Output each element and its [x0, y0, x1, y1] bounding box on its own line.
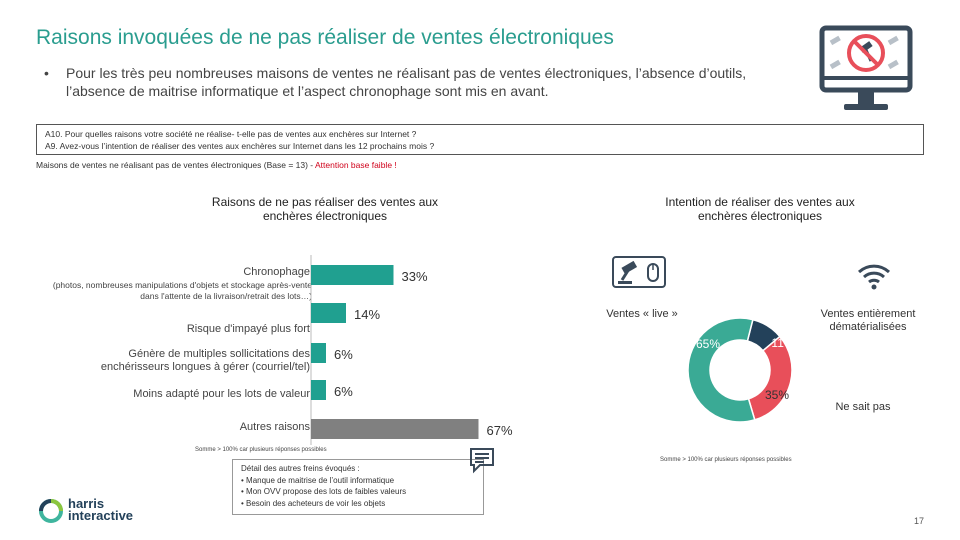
bar-1: [311, 303, 346, 323]
bar-chart: 33% 14% 6% 6% 67%: [310, 255, 513, 445]
monitor-no-gavel-icon: [819, 25, 913, 110]
base-description: Maisons de ventes ne réalisant pas de ve…: [36, 160, 397, 170]
bar-value-label: 6%: [334, 347, 353, 362]
detail-item: • Besoin des acheteurs de voir les objet…: [241, 498, 386, 508]
page-title: Raisons invoquées de ne pas réaliser de …: [36, 26, 614, 49]
bar-value-label: 14%: [354, 307, 380, 322]
harris-logo-icon: [39, 499, 63, 523]
bar-label-chronophage: Chronophage: [243, 266, 310, 278]
bar-sublabel-chronophage: (photos, nombreuses manipulations d'obje…: [52, 280, 312, 301]
detail-item: • Mon OVV propose des lots de faibles va…: [241, 487, 407, 496]
bar-chart-note: Somme > 100% car plusieurs réponses poss…: [195, 447, 327, 453]
donut-slice-0: [687, 317, 756, 423]
donut-value-label: 35%: [765, 388, 789, 402]
bar-label-impaye: Risque d'impayé plus fort: [186, 323, 310, 335]
donut-chart: 65% 11% 35%: [687, 317, 795, 423]
detail-title: Détail des autres freins évoqués :: [241, 464, 360, 473]
other-reasons-detail-box: Détail des autres freins évoqués : • Man…: [232, 459, 484, 515]
bar-chart-title: Raisons de ne pas réaliser des ventes au…: [211, 195, 439, 223]
bullet-dot: •: [44, 65, 49, 81]
bar-value-label: 33%: [402, 269, 428, 284]
donut-chart-note: Somme > 100% car plusieurs réponses poss…: [660, 457, 792, 463]
bar-value-label: 67%: [487, 423, 513, 438]
donut-label-dematerialisees: Ventes entièrement dématérialisées: [820, 308, 916, 333]
donut-value-label: 11%: [771, 336, 794, 350]
summary-text: Pour les très peu nombreuses maisons de …: [66, 65, 747, 99]
donut-chart-title: Intention de réaliser des ventes aux enc…: [665, 195, 855, 223]
bar-3: [311, 380, 326, 400]
detail-item: • Manque de maitrise de l’outil informat…: [241, 475, 395, 485]
question-line-1: A10. Pour quelles raisons votre société …: [45, 129, 417, 139]
donut-label-live: Ventes « live »: [606, 308, 678, 320]
bar-label-lots-valeur: Moins adapté pour les lots de valeur: [133, 388, 310, 400]
wifi-icon: [857, 264, 891, 290]
page-number: 17: [913, 516, 924, 526]
gavel-mouse-icon: [612, 256, 666, 288]
logo-text: harris interactive: [68, 496, 134, 523]
bar-0: [311, 265, 394, 285]
logo-line-2: interactive: [68, 508, 134, 523]
donut-label-ne-sait-pas: Ne sait pas: [835, 401, 891, 413]
chat-icon: [470, 448, 494, 474]
bar-2: [311, 343, 326, 363]
summary-bullet: • Pour les très peu nombreuses maisons d…: [44, 64, 804, 100]
base-text: Maisons de ventes ne réalisant pas de ve…: [36, 160, 316, 170]
logo-line-1: harris: [68, 496, 105, 511]
question-line-2: A9. Avez-vous l’intention de réaliser de…: [45, 141, 435, 151]
question-box: A10. Pour quelles raisons votre société …: [36, 124, 924, 155]
bar-value-label: 6%: [334, 384, 353, 399]
bar-label-autres: Autres raisons: [239, 421, 310, 433]
base-warning: Attention base faible !: [315, 160, 397, 170]
bar-4: [311, 419, 479, 439]
bar-label-sollicitations: Génère de multiples sollicitations des e…: [100, 348, 310, 373]
donut-value-label: 65%: [696, 337, 720, 351]
